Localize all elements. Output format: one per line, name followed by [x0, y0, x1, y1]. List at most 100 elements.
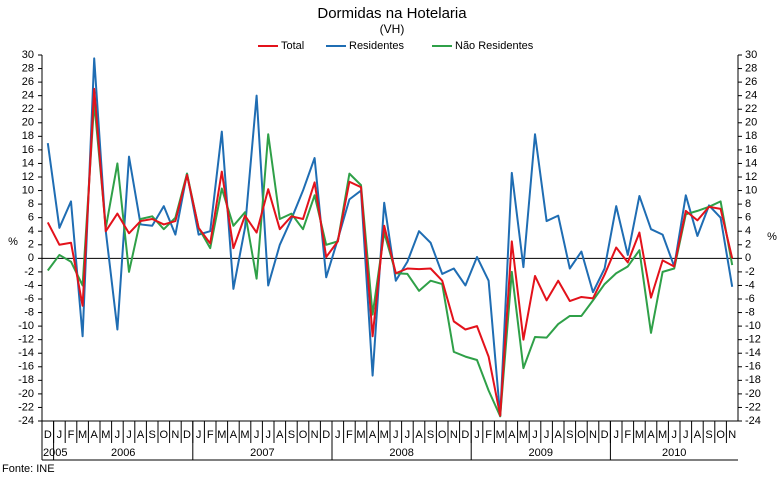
x-tick-label: A [508, 429, 516, 441]
y2-tick-label: 6 [745, 212, 751, 224]
x-tick-label: S [149, 429, 156, 441]
y-tick-label: 16 [22, 144, 34, 156]
y-tick-label: -6 [24, 293, 34, 305]
y-tick-label: 0 [28, 252, 34, 264]
y-axis-label: % [8, 236, 18, 248]
x-tick-label: O [577, 429, 586, 441]
series-line [46, 57, 734, 418]
y-tick-label: 12 [22, 171, 34, 183]
x-tick-label: N [171, 429, 179, 441]
chart-title: Dormidas na Hotelaria [317, 5, 467, 22]
y-tick-label: -24 [18, 415, 34, 427]
x-tick-label: A [415, 429, 423, 441]
x-tick-label: M [496, 429, 505, 441]
x-tick-label: D [461, 429, 469, 441]
x-tick-label: M [78, 429, 87, 441]
legend-label: Não Residentes [455, 40, 534, 52]
x-tick-label: M [658, 429, 667, 441]
y2-tick-label: 30 [745, 49, 757, 61]
y2-tick-label: -18 [745, 374, 761, 386]
x-tick-label: J [671, 429, 677, 441]
x-tick-label: M [380, 429, 389, 441]
y-tick-label: 6 [28, 212, 34, 224]
x-tick-label: N [311, 429, 319, 441]
x-tick-label: N [450, 429, 458, 441]
y-tick-label: 18 [22, 130, 34, 142]
x-tick-label: F [485, 429, 492, 441]
y2-tick-label: 22 [745, 103, 757, 115]
y-tick-label: -10 [18, 320, 34, 332]
y-tick-label: -8 [24, 306, 34, 318]
x-tick-label: A [91, 429, 99, 441]
x-tick-label: D [183, 429, 191, 441]
x-tick-label: M [217, 429, 226, 441]
y-tick-label: -18 [18, 374, 34, 386]
y-tick-label: 24 [22, 90, 34, 102]
x-tick-label: S [288, 429, 295, 441]
y-tick-label: -4 [24, 279, 34, 291]
y2-tick-label: -20 [745, 388, 761, 400]
y-tick-label: 8 [28, 198, 34, 210]
y2-tick-label: -8 [745, 306, 755, 318]
x-tick-label: O [160, 429, 169, 441]
y2-tick-label: 26 [745, 76, 757, 88]
x-tick-label: J [532, 429, 538, 441]
year-label: 2006 [111, 447, 135, 459]
y-tick-label: 22 [22, 103, 34, 115]
x-tick-label: F [207, 429, 214, 441]
x-tick-label: J [265, 429, 271, 441]
x-tick-label: N [589, 429, 597, 441]
y2-tick-label: -24 [745, 415, 761, 427]
x-tick-label: J [335, 429, 341, 441]
x-tick-label: M [635, 429, 644, 441]
x-tick-label: S [427, 429, 434, 441]
y-tick-label: 20 [22, 117, 34, 129]
y2-tick-label: -10 [745, 320, 761, 332]
x-tick-label: O [299, 429, 308, 441]
x-tick-label: J [196, 429, 202, 441]
y2-tick-label: 24 [745, 90, 757, 102]
x-tick-label: J [126, 429, 132, 441]
y2-tick-label: -4 [745, 279, 755, 291]
x-tick-label: F [624, 429, 631, 441]
y-tick-label: 2 [28, 239, 34, 251]
y2-tick-label: 8 [745, 198, 751, 210]
x-tick-label: J [393, 429, 399, 441]
y-tick-label: 28 [22, 62, 34, 74]
y-tick-label: -20 [18, 388, 34, 400]
y2-tick-label: -22 [745, 401, 761, 413]
y2-tick-label: -2 [745, 266, 755, 278]
y2-tick-label: -12 [745, 334, 761, 346]
source: Fonte: INE [2, 463, 55, 475]
x-tick-label: A [555, 429, 563, 441]
y-tick-label: -16 [18, 361, 34, 373]
x-tick-label: J [683, 429, 689, 441]
x-tick-label: A [369, 429, 377, 441]
y-tick-label: 10 [22, 184, 34, 196]
x-tick-label: F [68, 429, 75, 441]
y2-tick-label: 20 [745, 117, 757, 129]
x-tick-label: D [44, 429, 52, 441]
x-tick-label: M [101, 429, 110, 441]
year-label: 2007 [250, 447, 274, 459]
x-tick-label: A [694, 429, 702, 441]
y2-tick-label: -6 [745, 293, 755, 305]
y-tick-label: -22 [18, 401, 34, 413]
x-tick-label: J [544, 429, 550, 441]
y-tick-label: 4 [28, 225, 34, 237]
x-tick-label: S [566, 429, 573, 441]
year-label: 2009 [529, 447, 553, 459]
x-tick-label: J [57, 429, 63, 441]
x-tick-label: J [254, 429, 260, 441]
year-label: 2005 [43, 447, 67, 459]
x-tick-label: A [230, 429, 238, 441]
y2-tick-label: 28 [745, 62, 757, 74]
year-label: 2008 [389, 447, 413, 459]
y2-tick-label: 2 [745, 239, 751, 251]
x-tick-label: M [240, 429, 249, 441]
y2-tick-label: 10 [745, 184, 757, 196]
x-tick-label: N [728, 429, 736, 441]
x-tick-label: A [137, 429, 145, 441]
